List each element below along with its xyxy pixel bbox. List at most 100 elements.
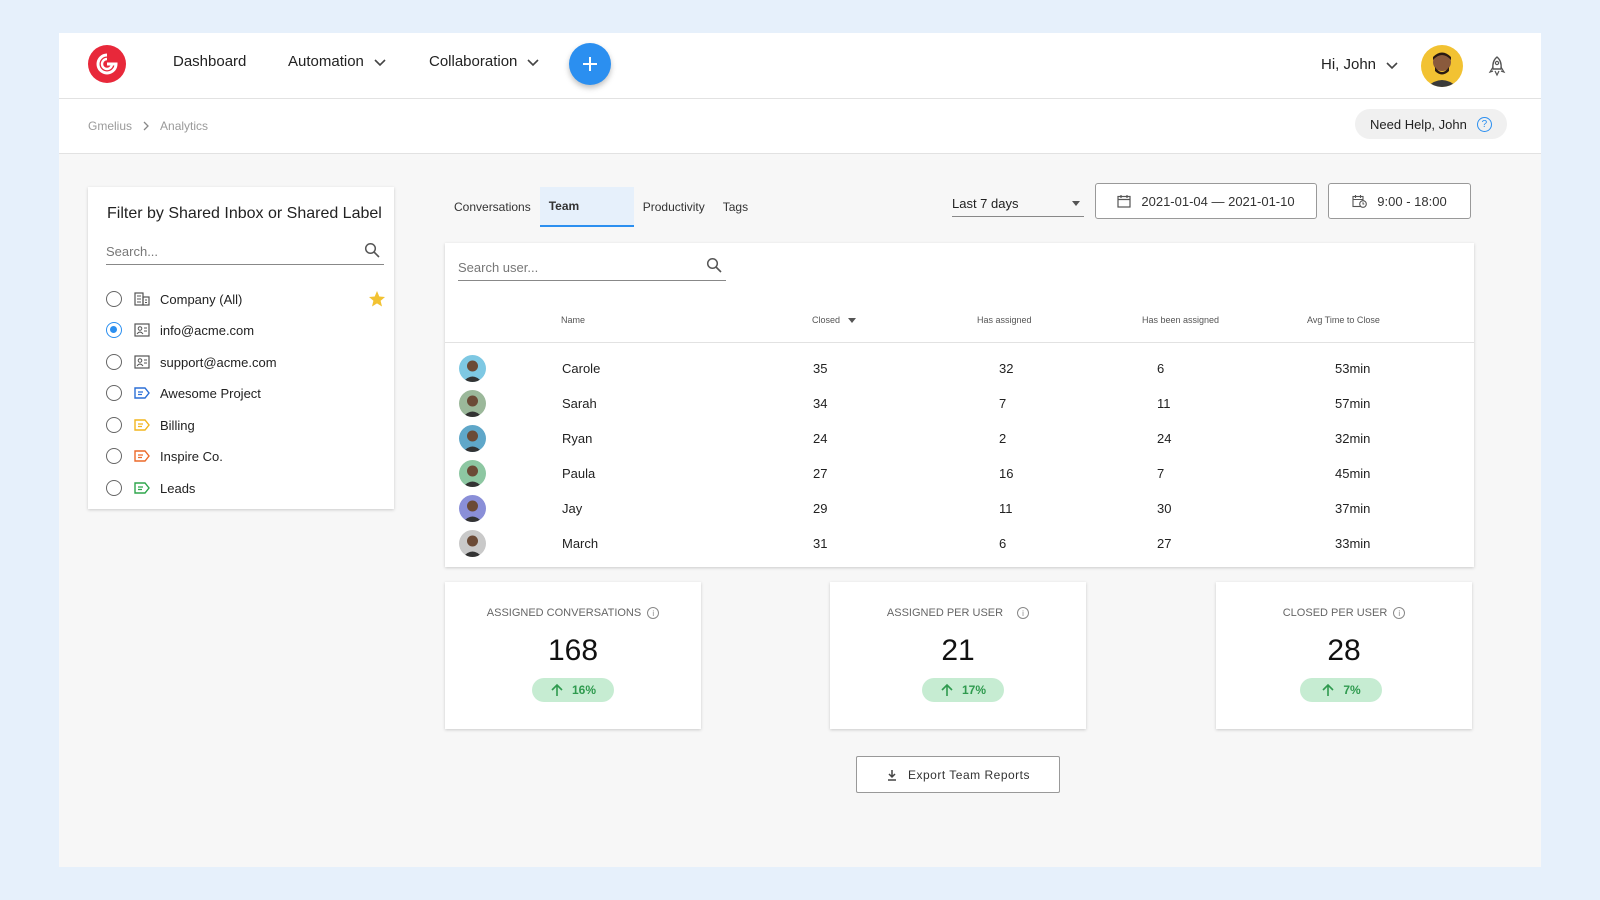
radio-button-selected[interactable] [106,322,122,338]
tab-team[interactable]: Team [539,187,634,227]
filter-search-input[interactable]: Search... [106,239,384,265]
arrow-up-icon [551,683,563,696]
cell-name: Sarah [562,396,597,411]
nav-dashboard[interactable]: Dashboard [173,53,246,70]
radio-button[interactable] [106,480,122,496]
cell-closed: 35 [813,361,828,376]
tab-tags[interactable]: Tags [714,187,757,227]
table-row[interactable]: Paula 27 16 7 45min [445,456,1474,491]
column-header-avg-time[interactable]: Avg Time to Close [1307,315,1380,325]
info-icon[interactable]: i [1017,607,1030,619]
info-icon[interactable]: i [647,607,660,619]
filter-option-leads[interactable]: Leads [106,478,386,498]
export-team-reports-button[interactable]: Export Team Reports [856,756,1060,793]
cell-has-assigned: 2 [999,431,1007,446]
table-row[interactable]: Ryan 24 2 24 32min [445,421,1474,456]
column-header-label: Avg Time to Close [1307,315,1380,325]
column-header-been-assigned[interactable]: Has been assigned [1142,315,1219,325]
user-avatar[interactable] [1421,45,1463,87]
search-icon [364,242,380,258]
radio-button[interactable] [106,385,122,401]
cell-name: March [562,536,599,551]
gmelius-logo[interactable] [88,45,126,83]
breadcrumb-root[interactable]: Gmelius [88,119,133,133]
stat-change: 7% [1343,683,1361,697]
stat-label-row: CLOSED PER USER i [1216,607,1472,619]
filter-option-billing[interactable]: Billing [106,415,386,435]
stat-card-closed-per-user: CLOSED PER USER i 28 7% [1216,582,1472,729]
hours-button[interactable]: 9:00 - 18:00 [1328,183,1471,219]
filter-panel: Filter by Shared Inbox or Shared Label S… [88,187,394,509]
filter-option-company[interactable]: Company (All) [106,289,386,309]
chevron-down-icon [527,58,539,66]
user-avatar [459,355,486,382]
table-row[interactable]: Sarah 34 7 11 57min [445,386,1474,421]
column-header-label: Closed [812,315,841,325]
inbox-icon [134,355,150,369]
cell-name: Ryan [562,431,593,446]
filter-option-awesome-project[interactable]: Awesome Project [106,383,386,403]
nav-collaboration-label: Collaboration [429,53,518,70]
arrow-up-icon [941,683,953,696]
analytics-tabs: Conversations Team Productivity Tags [445,187,757,227]
filter-option-label: Leads [160,480,196,496]
radio-button[interactable] [106,354,122,370]
user-avatar [459,390,486,417]
column-header-label: Name [561,315,586,325]
download-icon [888,769,896,781]
info-icon[interactable]: i [1393,607,1406,619]
filter-option-label: Awesome Project [160,385,261,401]
column-header-closed[interactable]: Closed [812,315,857,325]
greeting-label: Hi, John [1321,56,1377,73]
label-icon [134,387,150,399]
breadcrumb: Gmelius Analytics [88,119,208,133]
stat-label-row: ASSIGNED CONVERSATIONS i [445,607,701,619]
top-nav: Dashboard Automation Collaboration Hi, J… [59,33,1541,99]
stat-value: 21 [941,634,975,667]
help-button[interactable]: Need Help, John ? [1355,109,1507,139]
user-menu[interactable]: Hi, John [1321,56,1400,73]
add-button[interactable] [569,43,611,85]
cell-avg: 53min [1335,361,1371,376]
star-icon[interactable] [368,290,386,308]
cell-been-assigned: 11 [1157,396,1171,411]
rocket-icon[interactable] [1487,55,1507,77]
column-header-has-assigned[interactable]: Has assigned [977,315,1032,325]
stat-change-badge: 17% [922,678,1004,702]
filter-option-support[interactable]: support@acme.com [106,352,386,372]
filter-option-inspire[interactable]: Inspire Co. [106,446,386,466]
radio-button[interactable] [106,291,122,307]
hours-value: 9:00 - 18:00 [1377,193,1447,209]
table-row[interactable]: Carole 35 32 6 53min [445,351,1474,386]
tab-label: Conversations [454,200,531,214]
date-picker-button[interactable]: 2021-01-04 — 2021-01-10 [1095,183,1317,219]
filter-option-info[interactable]: info@acme.com [106,320,386,340]
radio-button[interactable] [106,417,122,433]
team-table-card: Search user... Name Closed Has assigned … [445,243,1474,567]
cell-avg: 32min [1335,431,1371,446]
column-header-name[interactable]: Name [561,315,585,325]
cell-avg: 57min [1335,396,1371,411]
cell-has-assigned: 16 [999,466,1014,481]
label-icon [134,419,150,431]
cell-closed: 29 [813,501,828,516]
table-row[interactable]: March 31 6 27 33min [445,526,1474,561]
nav-automation[interactable]: Automation [288,53,388,70]
tab-productivity[interactable]: Productivity [634,187,714,227]
cell-has-assigned: 7 [999,396,1007,411]
nav-collaboration[interactable]: Collaboration [429,53,541,70]
user-search-input[interactable]: Search user... [458,257,726,281]
stat-change: 17% [961,683,987,697]
date-picker-value: 2021-01-04 — 2021-01-10 [1141,193,1295,209]
nav-automation-label: Automation [288,53,364,70]
table-row[interactable]: Jay 29 11 30 37min [445,491,1474,526]
sort-desc-icon [848,317,857,323]
user-avatar [459,530,486,557]
chevron-right-icon [143,121,149,131]
arrow-up-icon [1322,683,1334,696]
date-range-select[interactable]: Last 7 days [952,191,1084,217]
tab-conversations[interactable]: Conversations [445,187,540,227]
stat-change-badge: 7% [1300,678,1382,702]
cell-been-assigned: 6 [1157,361,1165,376]
radio-button[interactable] [106,448,122,464]
